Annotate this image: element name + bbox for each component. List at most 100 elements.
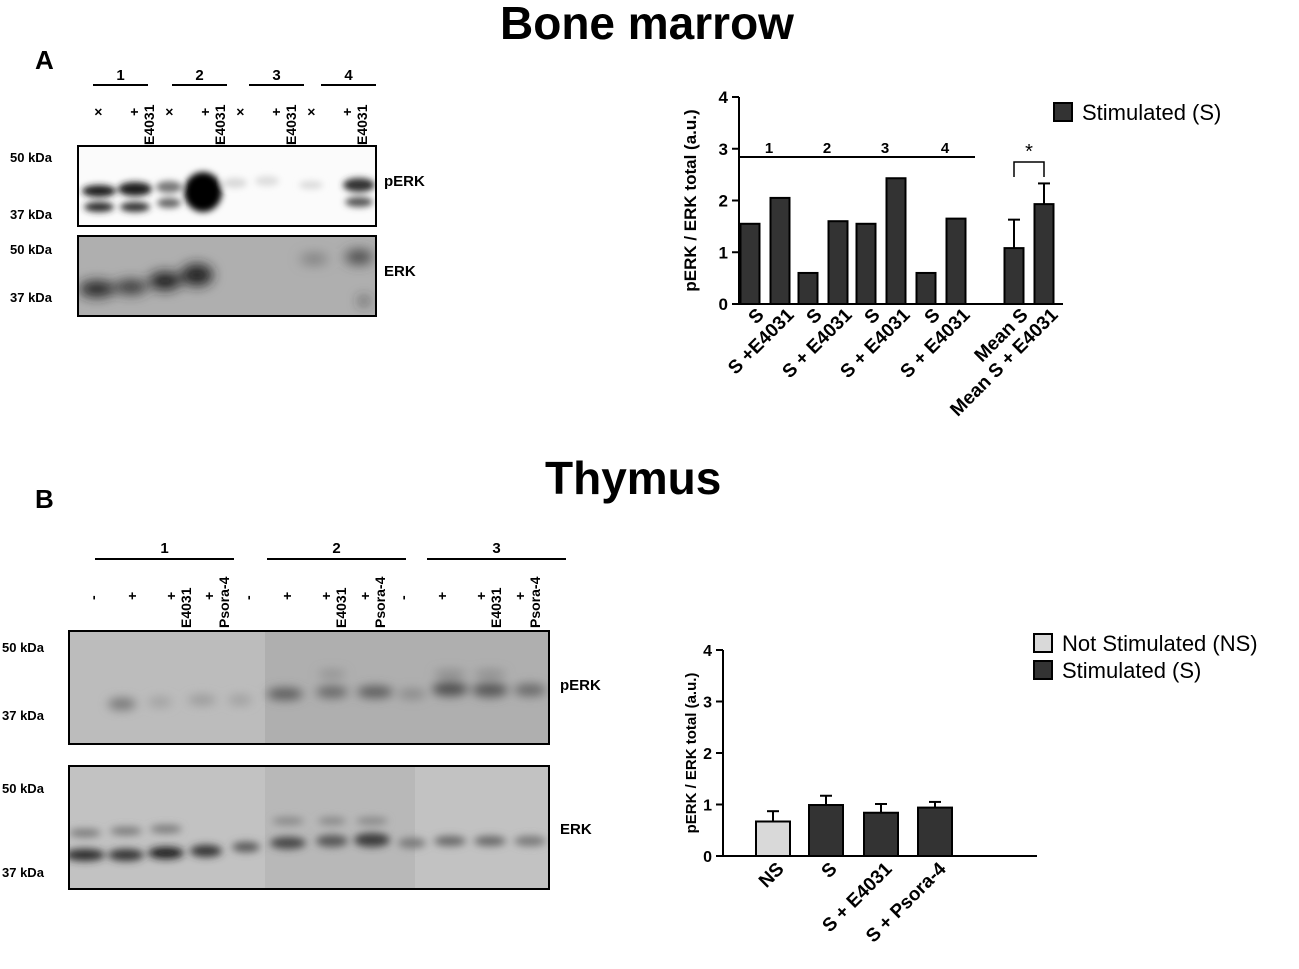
lane-drug: E4031 <box>177 587 194 628</box>
lane-sign: + <box>434 591 451 600</box>
bar <box>917 806 953 857</box>
group-bracket-label: 3 <box>881 140 889 157</box>
group-line-2 <box>267 558 406 560</box>
group-line-3 <box>249 84 304 86</box>
lane-drug: E4031 <box>140 104 157 145</box>
group-label-2: 2 <box>195 67 204 84</box>
lane-sign: + <box>356 591 373 600</box>
lane-sign: × <box>90 107 106 116</box>
y-tick-label: 0 <box>703 849 712 866</box>
group-line-1 <box>93 84 148 86</box>
x-tick-label: S <box>818 859 842 883</box>
panel-letter-a: A <box>35 45 54 75</box>
lane-drug: E4031 <box>488 587 504 628</box>
group-bracket-label: 2 <box>823 140 831 157</box>
significance-star: * <box>1025 141 1033 163</box>
group-line-1 <box>95 558 234 560</box>
lane-drug: E4031 <box>332 587 349 628</box>
section-title-bone-marrow: Bone marrow <box>500 0 794 49</box>
y-tick-label: 0 <box>719 295 728 314</box>
significance-bracket <box>1013 161 1045 177</box>
section-title-thymus: Thymus <box>545 452 722 504</box>
blot-b-erk-label: ERK <box>560 821 592 838</box>
y-tick-label: 4 <box>703 643 712 660</box>
blot-b-perk-image <box>70 632 548 743</box>
group-line-4 <box>321 84 376 86</box>
bar <box>827 220 849 305</box>
panel-letter-b: B <box>35 484 54 514</box>
bar <box>808 804 844 857</box>
group-label-4: 4 <box>344 67 353 84</box>
group-label-3: 3 <box>272 67 281 84</box>
lane-drug: E4031 <box>353 104 370 145</box>
lane-drug: Psora-4 <box>216 576 233 628</box>
y-tick-label: 4 <box>719 88 729 107</box>
y-tick-label: 1 <box>719 243 728 262</box>
lane-drug: Psora-4 <box>371 576 388 628</box>
lane-drug: Psora-4 <box>526 576 543 628</box>
blot-b-perk-marker-37: 37 kDa <box>2 708 44 723</box>
blot-a-perk-marker-37: 37 kDa <box>10 207 52 222</box>
bar <box>769 196 791 305</box>
group-line-3 <box>427 558 566 560</box>
lane-sign: + <box>473 591 489 600</box>
legend-label: Not Stimulated (NS) <box>1062 631 1258 656</box>
blot-b-erk-marker-50: 50 kDa <box>2 781 44 796</box>
group-label-3: 3 <box>492 540 501 557</box>
lane-sign: + <box>511 591 528 600</box>
bar <box>739 222 761 306</box>
bar <box>797 271 819 305</box>
lane-sign: + <box>123 591 140 600</box>
lane-sign: + <box>267 107 284 116</box>
bar <box>915 271 937 305</box>
bar <box>755 820 791 857</box>
lane-sign: + <box>201 591 218 600</box>
blot-b-perk <box>68 630 550 745</box>
lane-drug: E4031 <box>282 104 299 145</box>
group-line-2 <box>172 84 227 86</box>
group-label-1: 1 <box>116 67 125 84</box>
x-tick-label: NS <box>755 859 789 893</box>
lane-sign: × <box>161 107 177 116</box>
y-tick-label: 3 <box>719 140 728 159</box>
y-tick-label: 2 <box>719 192 728 211</box>
lane-sign: + <box>279 591 295 600</box>
lane-sign: - <box>240 595 257 600</box>
bar <box>1003 247 1025 305</box>
lane-sign: + <box>162 591 179 600</box>
blot-a-erk-marker-37: 37 kDa <box>10 290 52 305</box>
blot-b-erk-marker-37: 37 kDa <box>2 865 44 880</box>
y-tick-label: 2 <box>703 746 712 763</box>
y-axis-label: pERK / ERK total (a.u.) <box>683 673 700 834</box>
lane-sign: + <box>196 107 213 116</box>
y-axis-label: pERK / ERK total (a.u.) <box>681 109 700 291</box>
lane-sign: - <box>85 595 101 600</box>
legend-label: Stimulated (S) <box>1082 100 1221 125</box>
group-bracket-label: 4 <box>941 140 950 157</box>
lane-sign: × <box>232 107 248 116</box>
legend-swatch <box>1033 633 1053 653</box>
legend-swatch <box>1033 660 1053 680</box>
blot-a-perk-image <box>79 147 375 225</box>
blot-a-perk-label: pERK <box>384 173 425 190</box>
blot-a-erk-image <box>79 237 375 315</box>
lane-sign: + <box>317 591 334 600</box>
legend-swatch <box>1053 102 1073 122</box>
y-tick-label: 1 <box>703 798 712 815</box>
lane-sign: - <box>395 595 412 600</box>
blot-b-perk-label: pERK <box>560 677 601 694</box>
blot-a-perk <box>77 145 377 227</box>
group-label-2: 2 <box>332 540 341 557</box>
bar <box>885 177 907 305</box>
lane-sign: + <box>125 107 142 116</box>
y-tick-label: 3 <box>703 695 712 712</box>
blot-b-erk <box>68 765 550 890</box>
lane-drug: E4031 <box>211 104 228 145</box>
bar <box>945 217 967 305</box>
blot-b-perk-marker-50: 50 kDa <box>2 640 44 655</box>
bar <box>1033 203 1055 305</box>
lane-sign: × <box>303 107 319 116</box>
group-label-1: 1 <box>160 540 169 557</box>
